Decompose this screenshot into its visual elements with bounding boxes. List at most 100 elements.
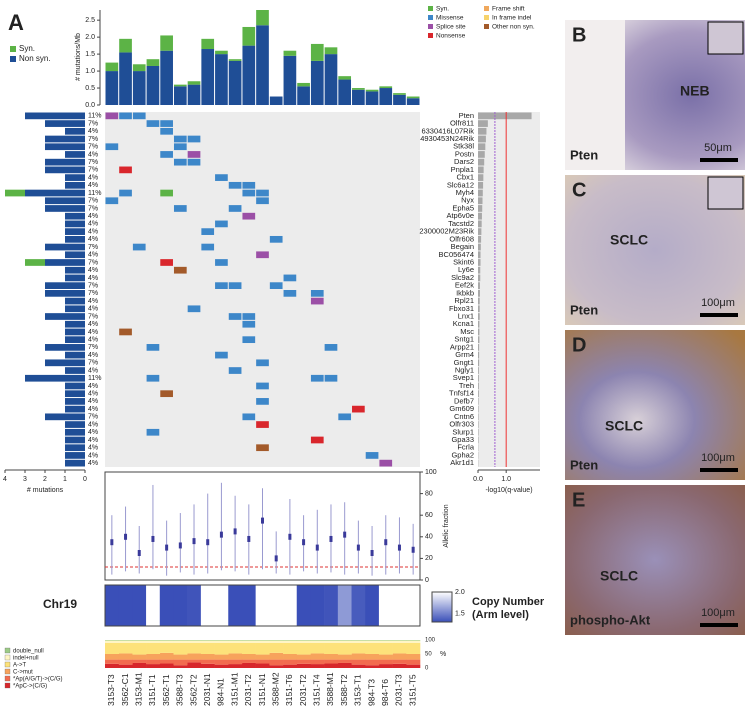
- mutation-cell: [188, 305, 201, 312]
- mutation-cell: [256, 421, 269, 428]
- pct-label: 4%: [88, 329, 98, 336]
- spectrum-seg: [173, 641, 187, 643]
- spectrum-seg: [269, 643, 283, 653]
- sample-label: 3588-T2: [339, 674, 349, 706]
- mutation-cell: [201, 228, 214, 235]
- spectrum-seg: [338, 643, 352, 655]
- q-bar: [478, 390, 479, 397]
- spectrum-seg: [256, 660, 270, 664]
- count-bar: [65, 437, 85, 444]
- rate-bar: [338, 80, 351, 105]
- rate-bar: [119, 52, 132, 105]
- count-bar: [65, 305, 85, 312]
- mutation-cell: [311, 375, 324, 382]
- mutation-cell: [242, 182, 255, 189]
- mutation-cell: [352, 406, 365, 413]
- median: [302, 539, 305, 545]
- rate-bar: [393, 93, 406, 95]
- cn-legend-title: (Arm level): [472, 609, 529, 621]
- spectrum-seg: [215, 640, 229, 641]
- q-bar: [478, 406, 479, 413]
- spectrum-seg: [228, 660, 242, 664]
- cn-cell: [187, 585, 201, 626]
- spectrum-seg: [242, 641, 256, 643]
- sample-label: 2031-T2: [298, 674, 308, 706]
- median: [247, 536, 250, 542]
- count-bar: [65, 383, 85, 390]
- panel-letter: E: [572, 489, 585, 511]
- scale-label: 100μm: [701, 452, 735, 464]
- rate-bar: [325, 54, 338, 105]
- rate-bar: [160, 51, 173, 105]
- median: [193, 538, 196, 544]
- q-bar: [478, 113, 532, 120]
- spectrum-seg: [297, 643, 311, 655]
- q-bar: [478, 336, 479, 343]
- median: [261, 518, 264, 524]
- rate-bar: [106, 71, 119, 105]
- median: [288, 534, 291, 540]
- count-bar: [25, 113, 85, 120]
- q-bar: [478, 398, 479, 405]
- count-bar: [25, 375, 85, 382]
- spectrum-seg: [119, 665, 133, 668]
- mutation-cell: [147, 120, 160, 127]
- spectrum-seg: [406, 641, 420, 643]
- count-bar: [65, 329, 85, 336]
- spectrum-seg: [393, 641, 407, 643]
- pct-label: 4%: [88, 236, 98, 243]
- spectrum-seg: [119, 640, 133, 641]
- spectrum-seg: [365, 641, 379, 643]
- sample-label: 984-T6: [380, 679, 390, 706]
- mutation-cell: [284, 290, 297, 297]
- spectrum-seg: [269, 640, 283, 641]
- q-bar: [478, 197, 483, 204]
- mutation-cell: [311, 290, 324, 297]
- pct-label: 7%: [88, 205, 98, 212]
- spectrum-seg: [242, 643, 256, 654]
- sample-label: 2031-T2: [243, 674, 253, 706]
- sample-label: 3562-T1: [161, 674, 171, 706]
- rate-bar: [242, 27, 255, 46]
- pct-label: 4%: [88, 306, 98, 313]
- stain-label: Pten: [570, 147, 598, 162]
- spectrum-seg: [187, 640, 201, 641]
- spectrum-seg: [393, 643, 407, 654]
- cn-cell: [393, 585, 407, 626]
- y-tick-label: 20: [425, 555, 433, 562]
- spectrum-seg: [160, 641, 174, 643]
- legend-swatch: [5, 648, 10, 653]
- scale-label: 100μm: [701, 607, 735, 619]
- count-bar: [25, 190, 85, 197]
- q-bar: [478, 236, 481, 243]
- spectrum-seg: [173, 643, 187, 655]
- mutation-cell: [256, 359, 269, 366]
- q-bar: [478, 421, 479, 428]
- mutation-cell: [379, 460, 392, 467]
- spectrum-seg: [379, 640, 393, 641]
- count-bar: [65, 213, 85, 220]
- count-bar: [65, 182, 85, 189]
- q-bar: [478, 437, 479, 444]
- spectrum-seg: [119, 660, 133, 665]
- q-bar: [478, 367, 479, 374]
- count-bar: [65, 321, 85, 328]
- sample-label: 3151-T4: [312, 674, 322, 706]
- rate-bar: [147, 66, 160, 105]
- median: [151, 536, 154, 542]
- mutation-cell: [256, 444, 269, 451]
- legend-swatch: [428, 33, 433, 38]
- mutation-cell: [147, 375, 160, 382]
- spectrum-seg: [132, 640, 146, 641]
- count-bar: [65, 367, 85, 374]
- spectrum-seg: [352, 643, 366, 654]
- syn-bar: [5, 190, 25, 197]
- rate-bar: [256, 10, 269, 25]
- mutation-cell: [242, 321, 255, 328]
- sample-label: 3562-C1: [120, 673, 130, 706]
- rate-bar: [133, 64, 146, 71]
- spectrum-seg: [269, 641, 283, 643]
- rate-bar: [106, 63, 119, 71]
- legend-label: In frame indel: [492, 15, 532, 22]
- spectrum-seg: [187, 641, 201, 643]
